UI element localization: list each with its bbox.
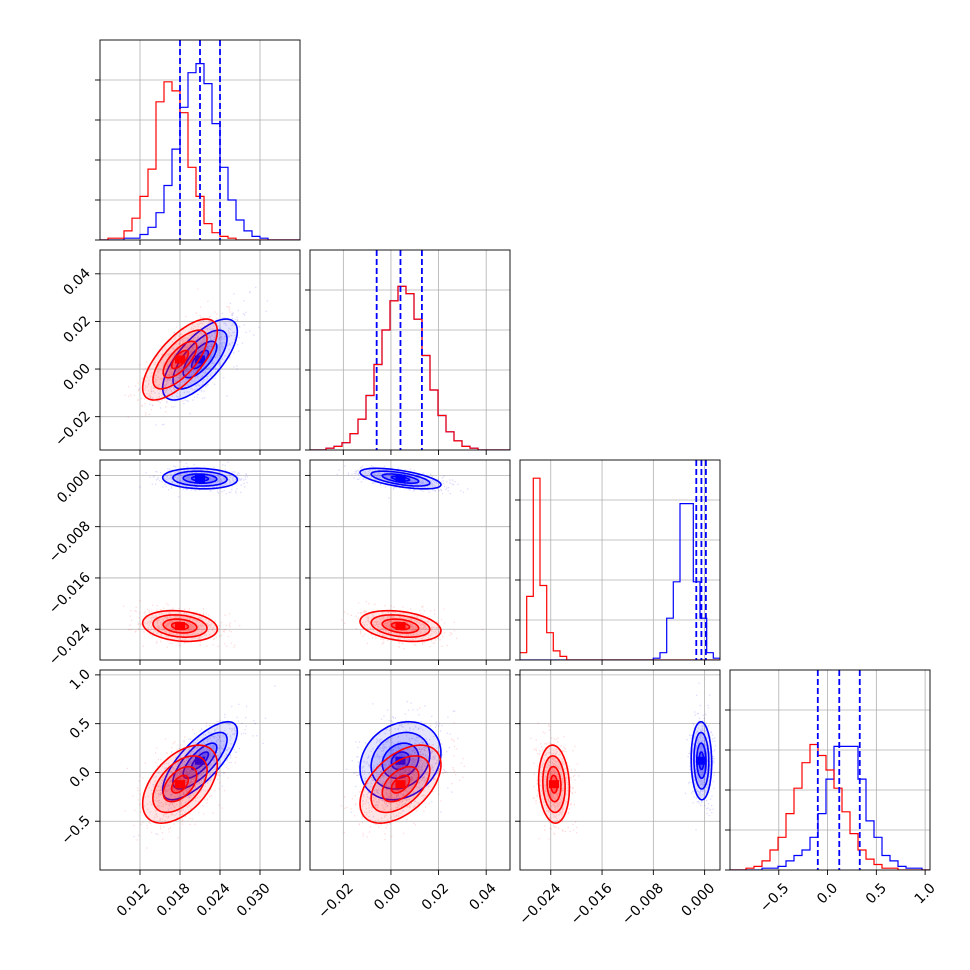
axes-frame	[99, 39, 301, 241]
density-peak-red	[175, 780, 185, 789]
axes-frame	[99, 249, 301, 451]
histogram-blue	[310, 285, 510, 450]
x-tick-label: −0.5	[757, 880, 792, 915]
histogram-panel-1	[305, 249, 511, 455]
density-peak-blue	[195, 474, 205, 483]
histogram-blue	[520, 503, 720, 660]
x-tick-label: −0.02	[315, 880, 357, 922]
x-tick-label: −0.016	[568, 880, 616, 928]
axes-frame	[99, 669, 301, 871]
x-tick-label: −0.008	[619, 880, 667, 928]
density-peak-blue	[696, 756, 707, 765]
histogram-red	[730, 743, 930, 870]
axes-frame	[729, 669, 931, 871]
density-peak-blue	[395, 756, 406, 765]
histogram-blue	[730, 745, 930, 870]
histogram-red	[310, 285, 510, 450]
scatter-panel-2-0: −0.024−0.016−0.008 0.000	[46, 459, 301, 669]
x-tick-label: 0.04	[466, 880, 499, 913]
histogram-red	[100, 81, 300, 240]
x-tick-label: −0.024	[516, 880, 564, 928]
histogram-red	[520, 477, 720, 660]
y-tick-label: −0.5	[58, 813, 93, 848]
density-peak-red	[395, 622, 406, 631]
density-peak-blue	[395, 474, 406, 483]
axes-frame	[309, 669, 511, 871]
x-tick-label: 0.030	[234, 880, 274, 920]
x-tick-label: 0.000	[679, 880, 719, 920]
y-tick-label: 0.02	[60, 313, 93, 346]
axes-frame	[519, 459, 721, 661]
x-tick-label: 0.5	[863, 880, 890, 907]
scatter-panel-2-1	[305, 459, 511, 665]
y-tick-label: −0.016	[46, 569, 94, 617]
y-tick-label: −0.024	[46, 621, 94, 669]
axes-frame	[519, 669, 721, 871]
axes-frame	[309, 249, 511, 451]
x-tick-label: 0.024	[194, 880, 234, 920]
density-peak-red	[395, 780, 406, 789]
scatter-panel-1-0: −0.02 0.00 0.02 0.04	[52, 249, 301, 455]
histogram-panel-3: −0.5 0.0 0.5 1.0	[725, 669, 939, 916]
y-tick-label: 0.5	[67, 715, 94, 742]
density-peak-red	[548, 780, 559, 789]
y-tick-label: 0.00	[60, 361, 93, 394]
x-tick-label: 0.018	[154, 880, 194, 920]
x-tick-label: 0.0	[814, 880, 841, 907]
y-tick-label: 0.000	[54, 467, 94, 507]
density-peak-blue	[195, 756, 205, 765]
x-tick-label: 1.0	[912, 880, 939, 907]
x-tick-label: 0.00	[371, 880, 404, 913]
x-tick-label: 0.02	[419, 880, 452, 913]
axes-frame	[309, 459, 511, 661]
scatter-points-red	[122, 600, 241, 649]
scatter-points-red	[341, 600, 484, 650]
scatter-panel-3-0: −0.5 0.0 0.5 1.0 0.012 0.018 0.024 0.030	[58, 666, 301, 920]
y-tick-label: 0.0	[67, 764, 94, 791]
y-tick-label: −0.02	[52, 408, 94, 450]
y-tick-label: 1.0	[67, 666, 94, 693]
histogram-panel-2	[515, 459, 721, 665]
density-peak-red	[175, 355, 185, 364]
y-tick-label: −0.008	[46, 518, 94, 566]
axes-frame	[99, 459, 301, 661]
scatter-panel-3-1: −0.02 0.00 0.02 0.04	[305, 669, 511, 922]
scatter-points-red	[340, 707, 465, 841]
density-peak-red	[175, 622, 185, 631]
histogram-panel-0	[95, 39, 301, 245]
y-tick-label: 0.04	[60, 265, 93, 298]
scatter-panel-3-2: −0.024 −0.016 −0.008 0.000	[515, 669, 721, 928]
x-tick-label: 0.012	[114, 880, 154, 920]
